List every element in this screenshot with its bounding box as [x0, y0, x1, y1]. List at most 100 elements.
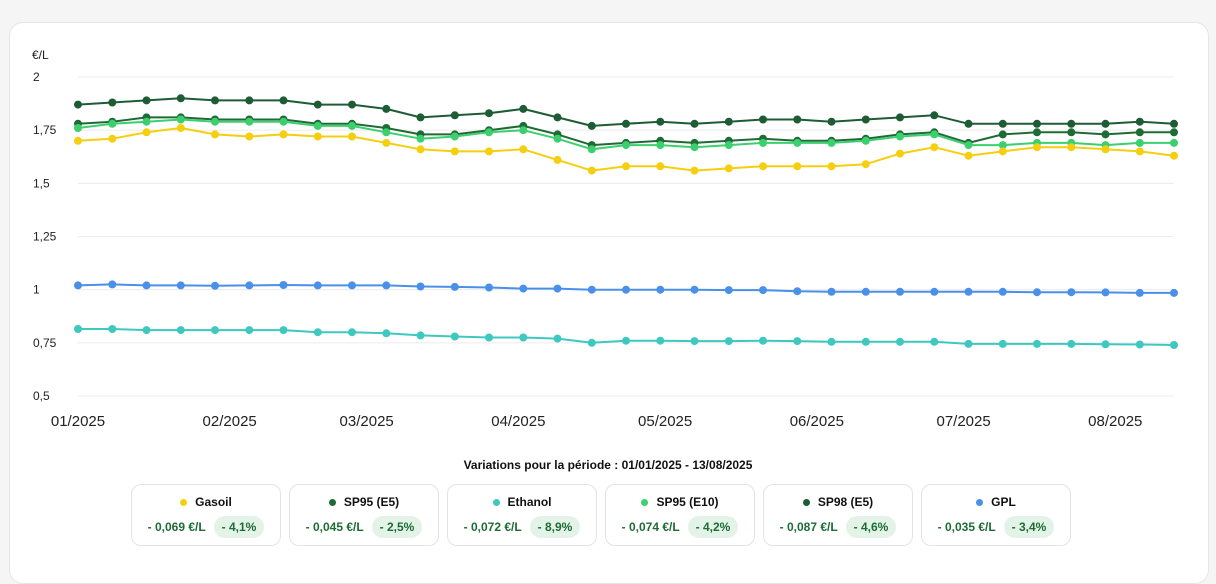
data-point[interactable] [827, 337, 836, 346]
data-point[interactable] [553, 155, 562, 164]
data-point[interactable] [1067, 143, 1076, 152]
data-point[interactable] [553, 134, 562, 143]
data-point[interactable] [1135, 138, 1144, 147]
data-point[interactable] [998, 130, 1007, 139]
data-point[interactable] [348, 132, 356, 141]
data-point[interactable] [450, 111, 459, 120]
data-point[interactable] [211, 326, 219, 335]
data-point[interactable] [690, 337, 699, 346]
data-point[interactable] [724, 286, 733, 295]
data-point[interactable] [382, 281, 391, 290]
data-point[interactable] [930, 287, 939, 296]
data-point[interactable] [142, 128, 151, 137]
data-point[interactable] [279, 281, 288, 289]
data-point[interactable] [759, 336, 767, 345]
data-point[interactable] [279, 96, 288, 105]
data-point[interactable] [1135, 147, 1144, 156]
data-point[interactable] [998, 141, 1007, 150]
data-point[interactable] [553, 113, 562, 122]
data-point[interactable] [896, 132, 904, 141]
data-point[interactable] [724, 164, 733, 173]
data-point[interactable] [622, 119, 630, 128]
data-point[interactable] [279, 117, 288, 126]
data-point[interactable] [827, 117, 836, 126]
data-point[interactable] [519, 104, 528, 113]
data-point[interactable] [416, 134, 425, 143]
data-point[interactable] [587, 166, 596, 175]
data-point[interactable] [1101, 119, 1110, 128]
data-point[interactable] [964, 151, 973, 160]
data-point[interactable] [1033, 119, 1041, 128]
data-point[interactable] [313, 121, 322, 130]
data-point[interactable] [793, 287, 802, 296]
data-point[interactable] [1033, 128, 1041, 137]
legend-card-ethanol[interactable]: Ethanol - 0,072 €/L - 8,9% [447, 484, 597, 546]
data-point[interactable] [998, 339, 1007, 348]
data-point[interactable] [382, 329, 391, 338]
data-point[interactable] [108, 280, 117, 289]
data-point[interactable] [245, 132, 254, 141]
data-point[interactable] [793, 337, 802, 346]
data-point[interactable] [998, 287, 1007, 296]
data-point[interactable] [1101, 340, 1110, 349]
data-point[interactable] [176, 115, 185, 124]
data-point[interactable] [485, 128, 493, 137]
data-point[interactable] [1170, 341, 1178, 349]
data-point[interactable] [416, 282, 425, 291]
data-point[interactable] [485, 333, 493, 342]
data-point[interactable] [245, 281, 254, 290]
data-point[interactable] [930, 130, 939, 139]
data-point[interactable] [176, 326, 185, 335]
data-point[interactable] [74, 325, 82, 333]
data-point[interactable] [656, 285, 665, 294]
data-point[interactable] [998, 147, 1007, 156]
data-point[interactable] [176, 94, 185, 103]
data-point[interactable] [382, 138, 391, 147]
data-point[interactable] [416, 331, 425, 340]
data-point[interactable] [690, 143, 699, 152]
data-point[interactable] [964, 339, 973, 348]
data-point[interactable] [245, 96, 254, 105]
data-point[interactable] [1170, 119, 1178, 128]
data-point[interactable] [896, 287, 904, 296]
data-point[interactable] [896, 337, 904, 346]
data-point[interactable] [622, 141, 630, 150]
data-point[interactable] [485, 283, 493, 292]
data-point[interactable] [759, 138, 767, 147]
data-point[interactable] [861, 287, 870, 296]
data-point[interactable] [690, 285, 699, 294]
data-point[interactable] [382, 104, 391, 113]
data-point[interactable] [450, 132, 459, 141]
data-point[interactable] [1135, 288, 1144, 297]
data-point[interactable] [1135, 340, 1144, 349]
data-point[interactable] [1170, 151, 1178, 160]
data-point[interactable] [1067, 339, 1076, 348]
data-point[interactable] [1101, 130, 1110, 139]
data-point[interactable] [896, 113, 904, 122]
data-point[interactable] [450, 147, 459, 156]
data-point[interactable] [930, 337, 939, 346]
data-point[interactable] [108, 98, 117, 107]
data-point[interactable] [896, 149, 904, 158]
data-point[interactable] [108, 119, 117, 128]
data-point[interactable] [724, 337, 733, 346]
data-point[interactable] [690, 166, 699, 175]
data-point[interactable] [416, 145, 425, 154]
data-point[interactable] [1067, 128, 1076, 137]
data-point[interactable] [656, 141, 665, 150]
data-point[interactable] [553, 334, 562, 343]
data-point[interactable] [1101, 288, 1110, 297]
data-point[interactable] [348, 121, 356, 130]
data-point[interactable] [930, 111, 939, 120]
data-point[interactable] [759, 162, 767, 171]
legend-card-sp98-e5[interactable]: SP98 (E5) - 0,087 €/L - 4,6% [763, 484, 913, 546]
data-point[interactable] [656, 336, 665, 345]
data-point[interactable] [74, 100, 82, 109]
data-point[interactable] [1135, 117, 1144, 126]
data-point[interactable] [108, 134, 117, 143]
data-point[interactable] [1067, 288, 1076, 297]
data-point[interactable] [622, 336, 630, 345]
data-point[interactable] [861, 136, 870, 145]
data-point[interactable] [519, 333, 528, 342]
data-point[interactable] [211, 117, 219, 126]
